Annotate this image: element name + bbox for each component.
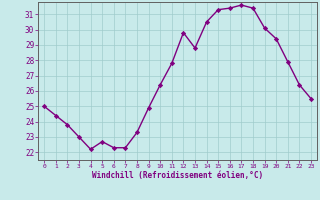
X-axis label: Windchill (Refroidissement éolien,°C): Windchill (Refroidissement éolien,°C) [92, 171, 263, 180]
